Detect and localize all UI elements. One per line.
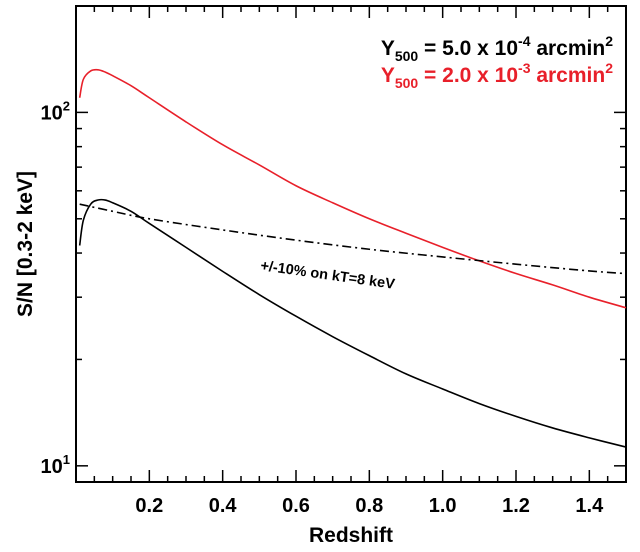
y-tick-label: 102	[41, 98, 70, 124]
legend-entry-red: Y500 = 2.0 x 10-3 arcmin2	[381, 60, 613, 91]
series-lines	[78, 68, 627, 448]
axis-ticks	[76, 5, 626, 483]
series-line-red	[78, 68, 627, 309]
x-tick-label: 0.6	[282, 495, 310, 517]
y-axis-label: S/N [0.3-2 keV]	[14, 171, 37, 317]
axis-tick-labels: 0.2 0.4 0.6 0.8 1.0 1.2 1.4 101 102	[41, 98, 605, 517]
x-tick-label: 1.4	[575, 495, 604, 517]
y-tick-label: 101	[41, 452, 70, 478]
x-axis-label: Redshift	[309, 524, 393, 547]
legend-entry-black: Y500 = 5.0 x 10-4 arcmin2	[381, 33, 613, 64]
x-tick-label: 0.8	[355, 495, 383, 517]
x-tick-label: 1.0	[429, 495, 457, 517]
x-tick-label: 0.2	[135, 495, 163, 517]
dashdot-annotation: +/-10% on kT=8 keV	[259, 258, 396, 293]
series-line-dashdot	[79, 203, 627, 275]
series-line-black	[78, 198, 627, 448]
x-tick-label: 0.4	[209, 495, 238, 517]
x-tick-label: 1.2	[502, 495, 530, 517]
